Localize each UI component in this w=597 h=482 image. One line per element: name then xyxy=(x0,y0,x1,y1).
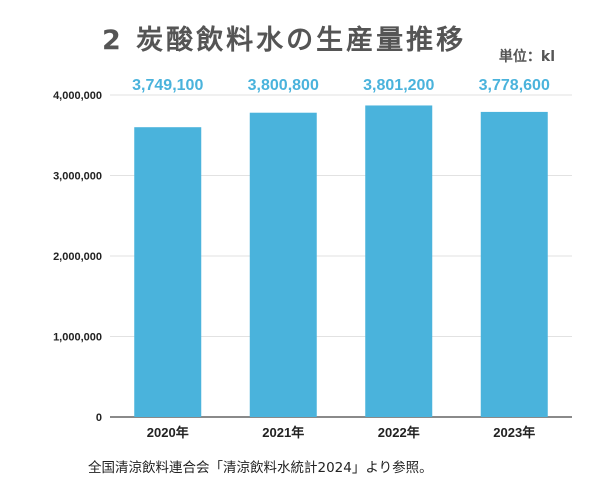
y-tick-label: 2,000,000 xyxy=(53,251,102,263)
x-tick-label: 2021年 xyxy=(262,425,304,440)
y-tick-label: 3,000,000 xyxy=(53,171,102,183)
bar xyxy=(365,105,433,417)
y-tick-label: 1,000,000 xyxy=(53,332,102,344)
data-label: 3,800,800 xyxy=(248,77,319,94)
bar xyxy=(480,111,548,417)
chart-title: 2 炭酸飲料水の生産量推移 xyxy=(102,25,467,56)
data-label: 3,801,200 xyxy=(363,77,434,94)
y-tick-label: 0 xyxy=(96,412,102,424)
source-note: 全国清涼飲料連合会「清涼飲料水統計2024」より参照。 xyxy=(88,460,433,476)
x-tick-label: 2020年 xyxy=(147,425,189,440)
data-label: 3,749,100 xyxy=(132,77,203,94)
bar xyxy=(134,127,202,417)
y-tick-label: 4,000,000 xyxy=(53,90,102,102)
x-tick-label: 2022年 xyxy=(378,425,420,440)
x-tick-label: 2023年 xyxy=(493,425,535,440)
data-label: 3,778,600 xyxy=(479,77,550,94)
bar xyxy=(249,112,317,418)
unit-label: 単位：kl xyxy=(498,49,555,65)
